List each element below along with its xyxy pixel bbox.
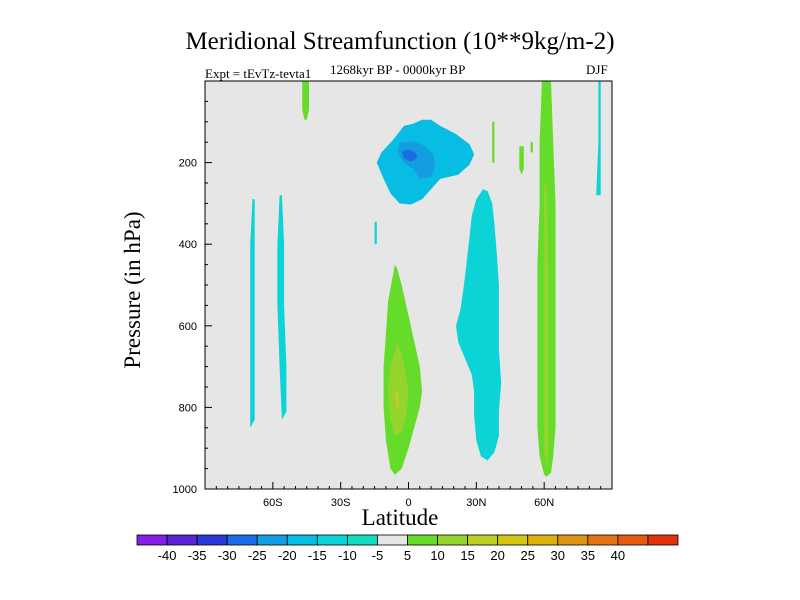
contour-region-6 (277, 195, 287, 420)
season-label: DJF (586, 62, 608, 77)
colorbar-swatch (166, 534, 198, 546)
colorbar-swatch (467, 534, 499, 546)
y-tick-label: 800 (179, 402, 197, 414)
x-axis-title: Latitude (361, 505, 439, 530)
experiment-label: Expt = tEvTz-tevta1 (205, 66, 312, 81)
colorbar-swatch (377, 534, 408, 546)
contour-region-14 (492, 121, 495, 163)
colorbar-label: 15 (460, 548, 474, 563)
colorbar-swatch (587, 534, 619, 546)
colorbar-swatch (497, 534, 529, 546)
x-tick-label: 0 (405, 497, 411, 509)
colorbar-swatch (407, 534, 438, 546)
colorbar-label: 5 (404, 548, 411, 563)
contour-region-15 (519, 146, 524, 175)
colorbar-label: 30 (551, 548, 565, 563)
colorbar-label: 10 (430, 548, 444, 563)
contour-region-12 (544, 183, 549, 469)
y-tick-label: 600 (179, 321, 197, 333)
colorbar-label: 20 (490, 548, 504, 563)
contour-region-10 (394, 387, 400, 412)
colorbar-swatch (226, 534, 258, 546)
y-tick-label: 1000 (173, 484, 197, 496)
y-tick-label: 400 (179, 239, 197, 251)
x-tick-label: 60S (263, 497, 283, 509)
contour-region-13 (302, 81, 309, 120)
colorbar-label: -20 (278, 548, 297, 563)
colorbar-label: 40 (611, 548, 625, 563)
contour-regions (250, 81, 601, 477)
contour-region-7 (596, 81, 601, 196)
colorbar: -40 -35 -30 -25 -20 -15 -10 -5 5 10 15 20 25 30 35 40 (136, 534, 679, 563)
period-label: 1268kyr BP - 0000kyr BP (330, 62, 466, 77)
colorbar-swatch (196, 534, 228, 546)
colorbar-label: -25 (248, 548, 267, 563)
colorbar-swatch (647, 534, 679, 546)
contour-region-5 (250, 199, 255, 428)
colorbar-label: -10 (338, 548, 357, 563)
colorbar-label: 35 (581, 548, 595, 563)
x-tick-label: 30S (331, 497, 351, 509)
colorbar-swatch (617, 534, 649, 546)
colorbar-label: -40 (158, 548, 177, 563)
x-tick-label: 60N (534, 497, 554, 509)
colorbar-swatch (557, 534, 589, 546)
contour-region-16 (530, 142, 533, 153)
colorbar-swatch (286, 534, 318, 546)
contour-region-9 (388, 342, 409, 436)
colorbar-swatch (256, 534, 288, 546)
colorbar-swatch (346, 534, 378, 546)
colorbar-label: -15 (308, 548, 327, 563)
colorbar-swatch (136, 534, 168, 546)
colorbar-label: -30 (218, 548, 237, 563)
axis-ticks: 60S 30S 0 30N 60N 200 400 600 800 1000 (173, 100, 602, 509)
colorbar-label: -35 (188, 548, 207, 563)
colorbar-swatch (527, 534, 559, 546)
colorbar-label: -5 (372, 548, 384, 563)
contour-region-4 (374, 221, 377, 245)
colorbar-label: 25 (520, 548, 534, 563)
colorbar-swatch (437, 534, 469, 546)
chart-title: Meridional Streamfunction (10**9kg/m-2) (185, 28, 615, 55)
contour-region-3 (456, 189, 502, 461)
contour-region-2 (401, 149, 418, 162)
colorbar-swatch (316, 534, 348, 546)
x-tick-label: 30N (466, 497, 486, 509)
y-tick-label: 200 (179, 158, 197, 170)
